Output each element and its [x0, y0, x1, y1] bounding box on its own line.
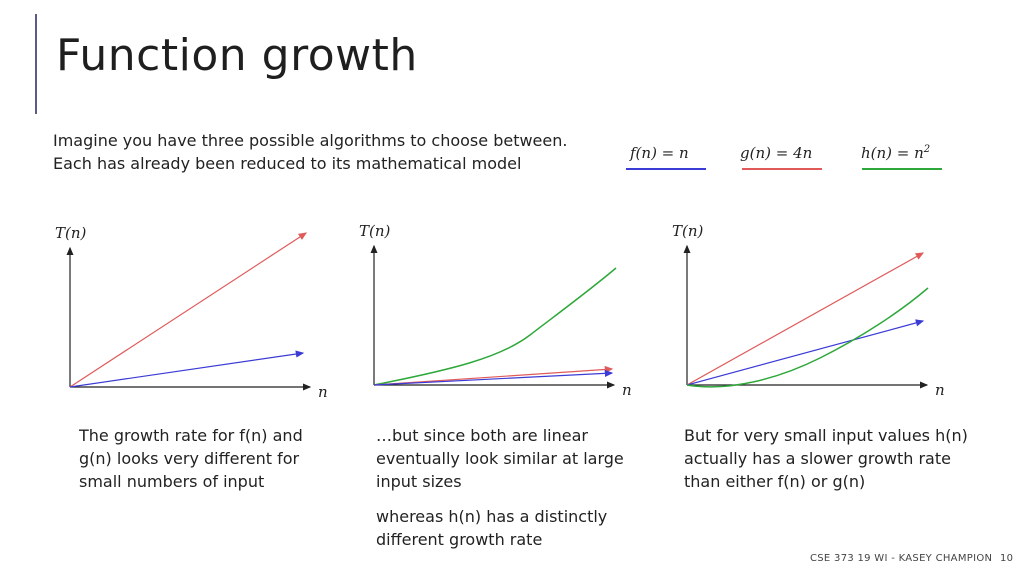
panel1-g-line [69, 232, 308, 388]
panel1-x-label: n [318, 383, 328, 401]
footer-page-number: 10 [1000, 553, 1014, 564]
equation-h: h(n) = n2 [861, 144, 930, 162]
intro-text: Imagine you have three possible algorith… [53, 129, 567, 175]
legend-line-f [626, 168, 706, 170]
page-title: Function growth [56, 30, 418, 81]
equation-g: g(n) = 4n [740, 144, 813, 162]
panel3-f-line [686, 319, 925, 386]
panel2-caption-1: …but since both are linear eventually lo… [376, 426, 624, 491]
panel2-y-label: T(n) [359, 222, 391, 240]
panel3-h-curve [686, 287, 929, 388]
panel2-graph [370, 244, 617, 389]
panel1-graph [66, 232, 312, 391]
legend-line-h [862, 168, 942, 170]
panel3-caption: But for very small input values h(n) act… [684, 426, 968, 491]
panel3-y-label: T(n) [672, 222, 704, 240]
panel1-caption: The growth rate for f(n) and g(n) looks … [79, 426, 303, 491]
panel2-h-curve [373, 267, 617, 386]
legend-line-g [742, 168, 822, 170]
equation-f: f(n) = n [630, 144, 689, 162]
intro-line-2: Each has already been reduced to its mat… [53, 154, 522, 173]
panel1-y-label: T(n) [55, 224, 87, 242]
panel2-caption-2: whereas h(n) has a distinctly different … [376, 507, 608, 549]
equation-h-exponent: 2 [923, 144, 931, 155]
footer-course: CSE 373 19 WI - KASEY CHAMPION [810, 553, 993, 564]
panel2-g-line [373, 365, 614, 386]
equation-h-base: h(n) = n [861, 144, 924, 162]
panel3-graph [683, 244, 929, 389]
panel2-x-label: n [622, 381, 632, 399]
panel1-f-line [69, 350, 305, 388]
panel3-x-label: n [935, 381, 945, 399]
panel3-g-line [686, 252, 925, 386]
title-accent-bar [35, 14, 37, 114]
intro-line-1: Imagine you have three possible algorith… [53, 131, 568, 150]
panel2-f-line [373, 369, 614, 386]
